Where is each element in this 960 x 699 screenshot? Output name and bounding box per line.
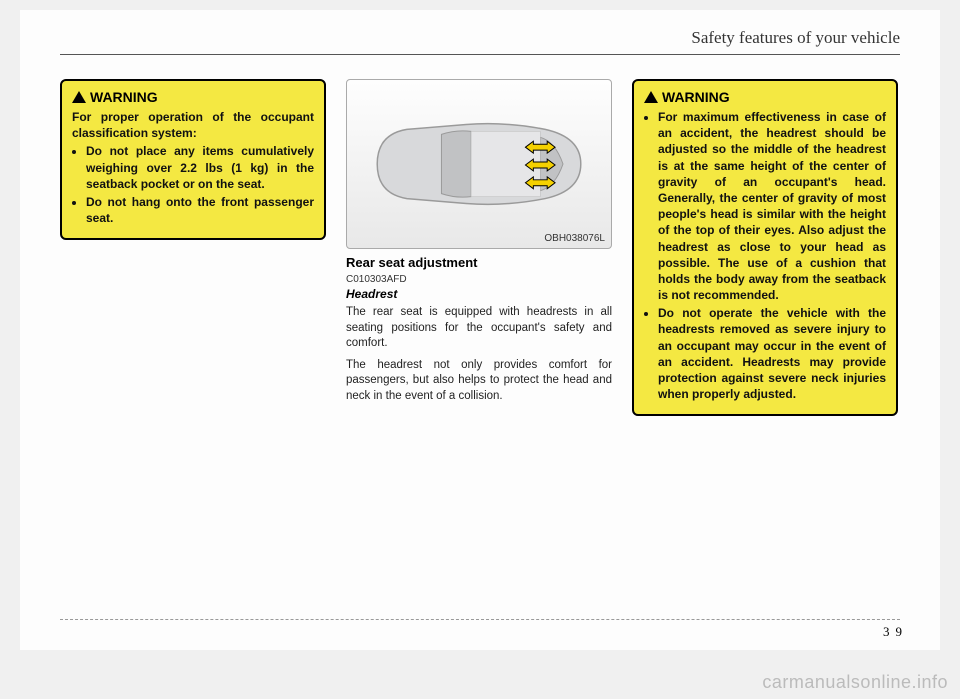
warning-title: WARNING xyxy=(644,89,886,105)
warning-bullet: For maximum effectiveness in case of an … xyxy=(658,109,886,303)
headrest-arrow-icon xyxy=(525,141,555,188)
footer-divider xyxy=(60,619,900,620)
section-title: Rear seat adjustment xyxy=(346,255,612,270)
page-number-value: 9 xyxy=(896,624,903,639)
column-left: WARNING For proper operation of the occu… xyxy=(60,79,326,416)
warning-body: For proper operation of the occupant cla… xyxy=(72,109,314,226)
column-right: WARNING For maximum effectiveness in cas… xyxy=(632,79,898,416)
watermark-text: carmanualsonline.info xyxy=(762,672,948,693)
section-subcode: C010303AFD xyxy=(346,274,612,285)
warning-bullet-list: Do not place any items cumulatively weig… xyxy=(72,143,314,226)
warning-body: For maximum effectiveness in case of an … xyxy=(644,109,886,402)
warning-box-headrest: WARNING For maximum effectiveness in cas… xyxy=(632,79,898,416)
column-center: OBH038076L Rear seat adjustment C010303A… xyxy=(346,79,612,416)
warning-title: WARNING xyxy=(72,89,314,105)
warning-label: WARNING xyxy=(662,89,730,105)
car-top-view-icon xyxy=(347,80,611,248)
warning-label: WARNING xyxy=(90,89,158,105)
section-number: 3 xyxy=(883,624,890,639)
body-paragraph: The rear seat is equipped with headrests… xyxy=(346,305,612,352)
warning-bullet: Do not hang onto the front passenger sea… xyxy=(86,194,314,226)
warning-bullet-list: For maximum effectiveness in case of an … xyxy=(644,109,886,402)
page-header: Safety features of your vehicle xyxy=(60,28,900,55)
warning-bullet: Do not place any items cumulatively weig… xyxy=(86,143,314,192)
warning-triangle-icon xyxy=(644,91,658,103)
body-paragraph: The headrest not only provides comfort f… xyxy=(346,358,612,405)
figure-rear-seat-diagram: OBH038076L xyxy=(346,79,612,249)
warning-bullet: Do not operate the vehicle with the head… xyxy=(658,305,886,402)
page-number: 39 xyxy=(883,624,902,640)
warning-triangle-icon xyxy=(72,91,86,103)
warning-box-occupant-classification: WARNING For proper operation of the occu… xyxy=(60,79,326,240)
content-columns: WARNING For proper operation of the occu… xyxy=(60,79,900,416)
manual-page: Safety features of your vehicle WARNING … xyxy=(20,10,940,650)
figure-caption: OBH038076L xyxy=(544,233,605,244)
warning-lead-text: For proper operation of the occupant cla… xyxy=(72,109,314,141)
section-subhead: Headrest xyxy=(346,287,612,301)
